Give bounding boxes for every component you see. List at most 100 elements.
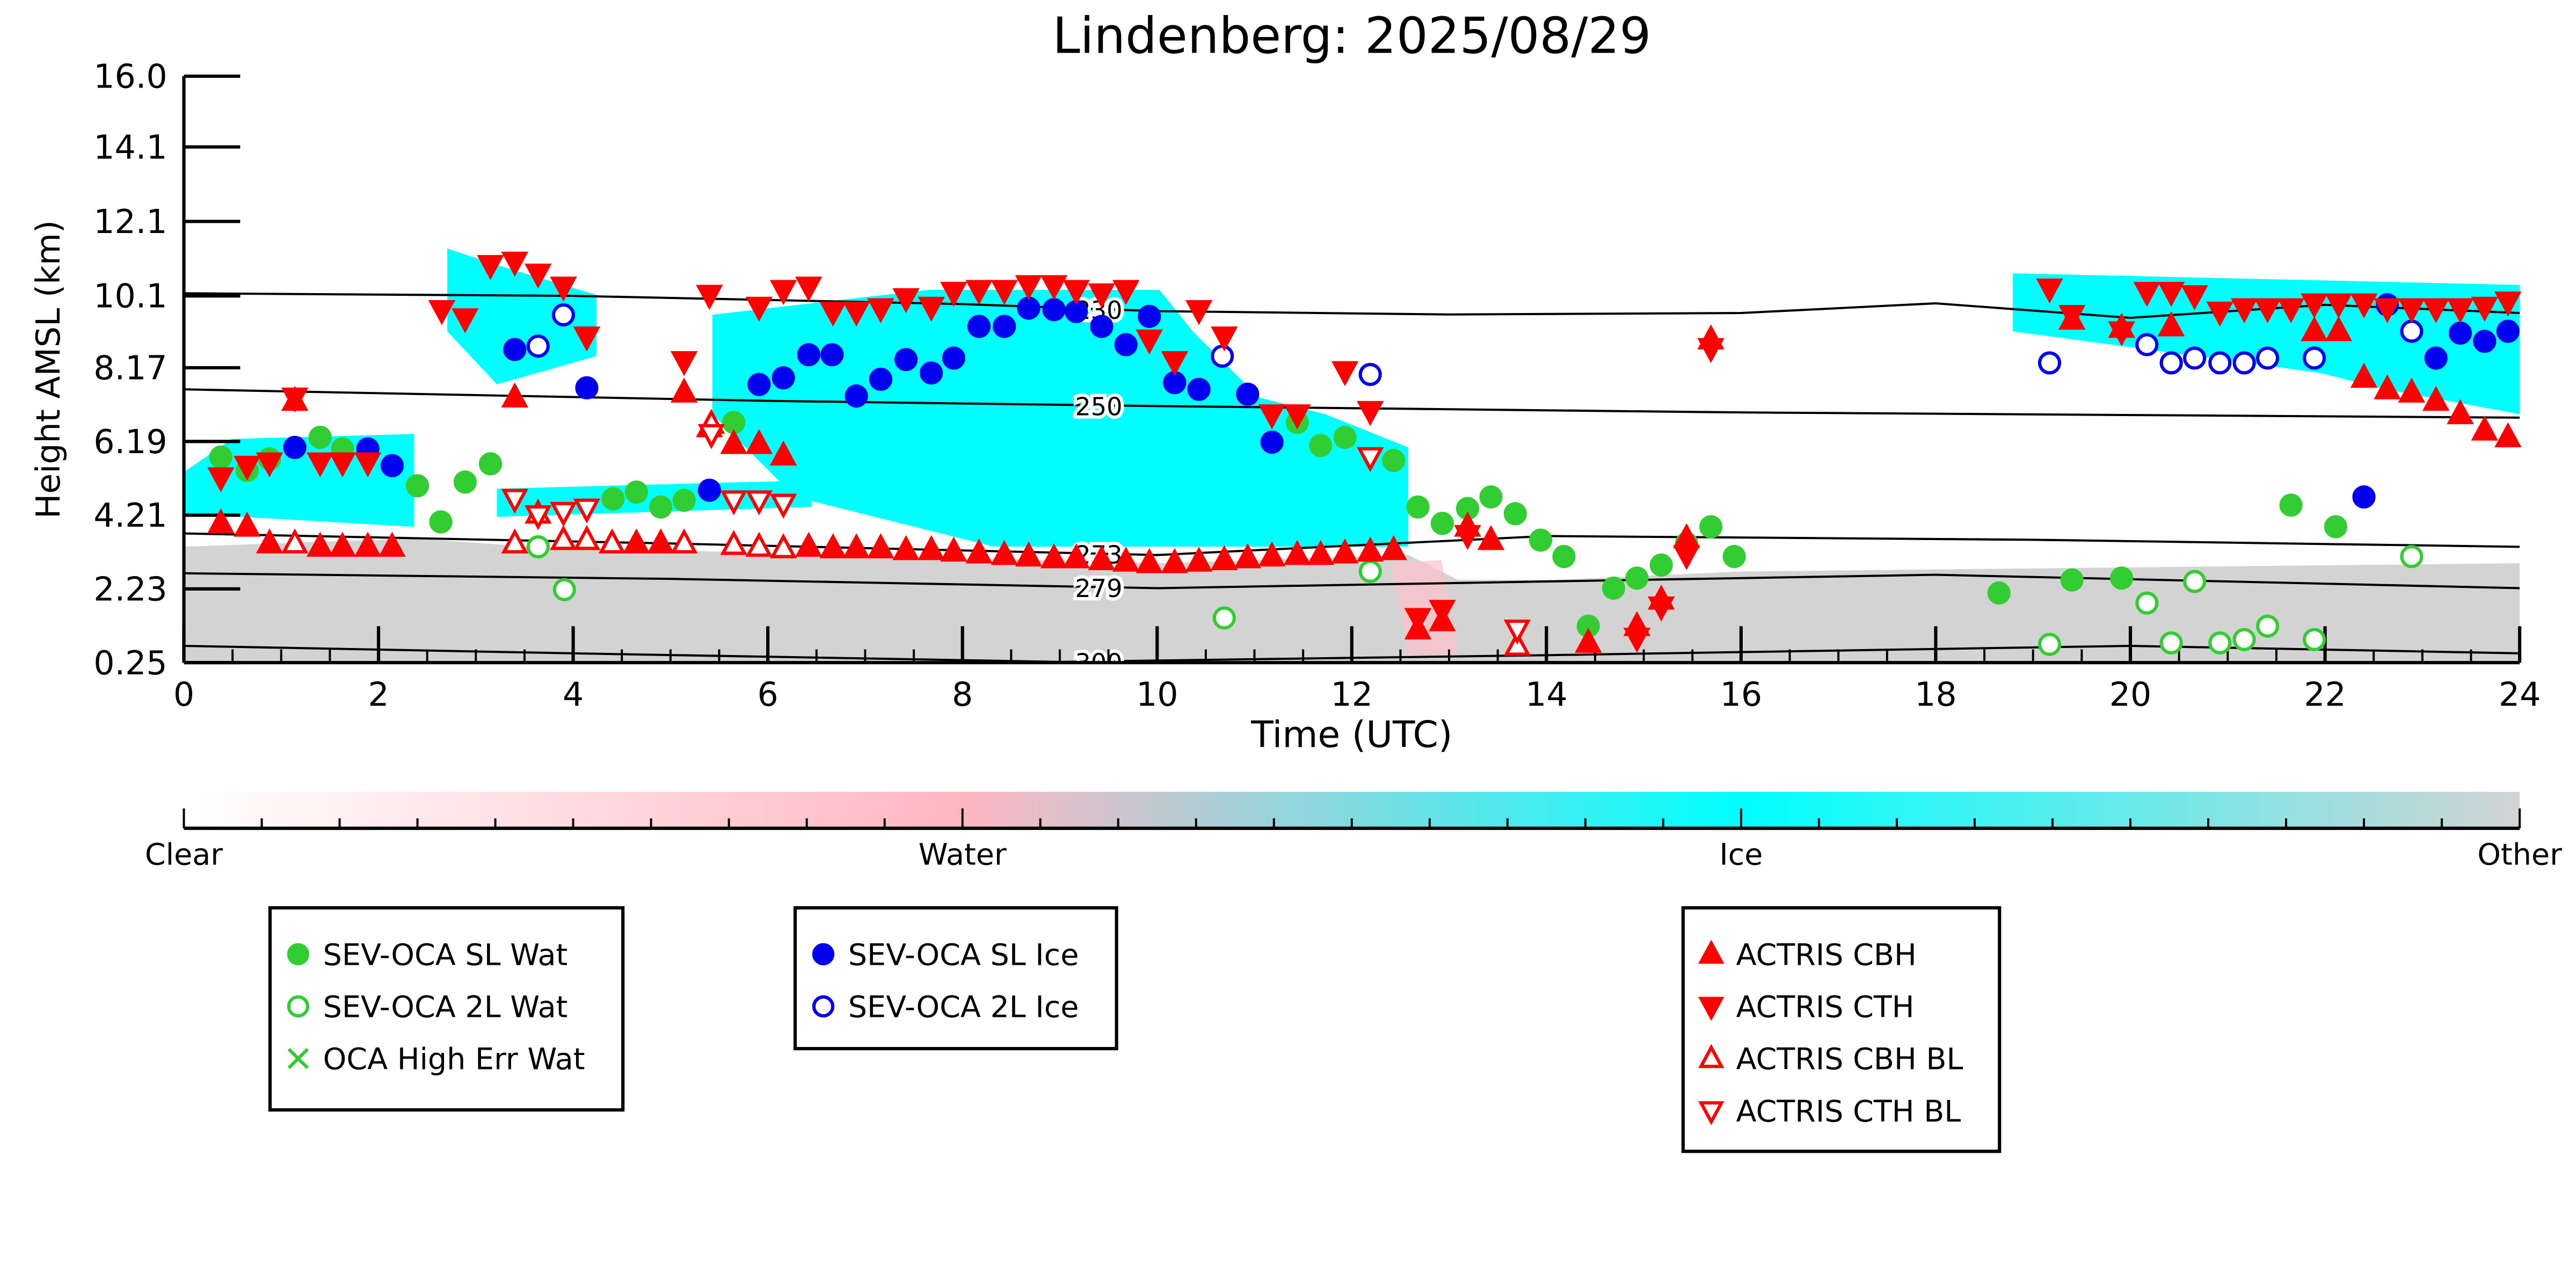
data-point — [1382, 449, 1406, 472]
data-point — [2350, 362, 2378, 388]
legend-label: ACTRIS CBH BL — [1736, 1042, 1963, 1077]
contour-line — [184, 388, 2520, 419]
data-point — [745, 429, 773, 454]
data-point — [429, 510, 453, 534]
data-point — [307, 452, 334, 478]
x-tick-label: 24 — [2499, 675, 2541, 714]
data-point — [1602, 576, 1626, 600]
cloud-mask — [184, 248, 2520, 663]
data-point — [1331, 538, 1359, 564]
data-point — [452, 308, 479, 333]
data-point — [697, 478, 721, 502]
data-point — [1575, 628, 1602, 653]
colorbar: Clear Water Ice Other — [145, 791, 2562, 872]
data-point — [2255, 614, 2280, 638]
data-point — [2135, 333, 2159, 356]
legend-label: ACTRIS CTH — [1736, 990, 1915, 1025]
x-tick-label: 2 — [368, 675, 389, 714]
data-point — [772, 366, 795, 390]
data-point — [234, 512, 261, 537]
data-point — [550, 276, 577, 302]
x-tick-label: 14 — [1525, 675, 1568, 714]
data-point — [308, 426, 332, 449]
data-point — [1987, 581, 2011, 605]
data-point — [2350, 293, 2378, 319]
data-point — [2494, 422, 2522, 448]
data-point — [671, 351, 698, 376]
data-point — [2303, 628, 2326, 651]
x-tick-label: 4 — [563, 675, 584, 714]
data-point — [769, 440, 797, 466]
data-point — [501, 251, 529, 277]
data-point — [2422, 385, 2450, 411]
data-point — [894, 348, 918, 372]
data-point — [918, 535, 945, 561]
data-point — [234, 455, 261, 481]
legend: SEV-OCA SL Wat SEV-OCA 2L Wat OCA High Err… — [268, 906, 2002, 1153]
data-point — [797, 343, 820, 367]
data-point — [428, 300, 456, 325]
data-point — [501, 528, 529, 554]
data-point — [2232, 628, 2256, 651]
data-point — [329, 532, 356, 557]
data-point — [256, 452, 283, 478]
data-point — [869, 367, 893, 391]
data-point — [842, 533, 870, 558]
colorbar-label: Other — [2477, 838, 2562, 872]
data-point — [2037, 632, 2062, 656]
y-tick-label: 14.1 — [93, 128, 167, 166]
data-point — [1648, 596, 1675, 622]
data-point — [283, 435, 307, 459]
data-point — [696, 285, 723, 310]
data-point — [745, 490, 773, 515]
data-point — [601, 487, 625, 511]
data-point — [2108, 321, 2135, 347]
data-point — [769, 533, 797, 558]
data-point — [453, 470, 477, 494]
data-point — [573, 326, 601, 352]
data-point — [380, 454, 404, 477]
data-point — [2254, 298, 2281, 324]
legend-box — [793, 906, 1118, 1051]
data-point — [1307, 540, 1335, 565]
x-tick-label: 12 — [1331, 675, 1373, 714]
data-point — [892, 535, 920, 561]
data-point — [2496, 319, 2520, 343]
data-point — [2324, 515, 2348, 539]
data-point — [1063, 543, 1090, 569]
data-point — [209, 445, 232, 469]
data-point — [598, 528, 626, 554]
data-point — [2037, 351, 2062, 375]
data-point — [965, 538, 993, 564]
data-point — [1623, 628, 1651, 653]
data-point — [525, 263, 552, 289]
data-point — [1234, 543, 1262, 569]
data-point — [354, 532, 382, 557]
legend-box — [268, 906, 625, 1112]
data-point — [2374, 374, 2401, 399]
data-point — [769, 280, 797, 305]
data-point — [819, 533, 847, 558]
data-point — [1112, 280, 1140, 305]
data-point — [1236, 382, 1260, 406]
data-point — [1722, 544, 1746, 569]
x-tick-label: 20 — [2109, 675, 2152, 714]
data-point — [501, 382, 529, 407]
data-point — [1088, 545, 1116, 571]
data-point — [1211, 545, 1238, 571]
data-point — [2325, 293, 2353, 319]
data-point — [2400, 319, 2424, 343]
data-point — [1358, 559, 1382, 583]
data-point — [1260, 431, 1284, 454]
x-tick-label: 0 — [173, 675, 194, 714]
data-point — [550, 501, 577, 527]
colorbar-label: Water — [919, 838, 1007, 872]
data-point — [940, 536, 967, 562]
data-point — [1258, 404, 1286, 430]
data-point — [1185, 300, 1213, 325]
marker-triangle-up — [1698, 1044, 1724, 1068]
data-point — [573, 525, 601, 550]
data-point — [942, 346, 965, 370]
